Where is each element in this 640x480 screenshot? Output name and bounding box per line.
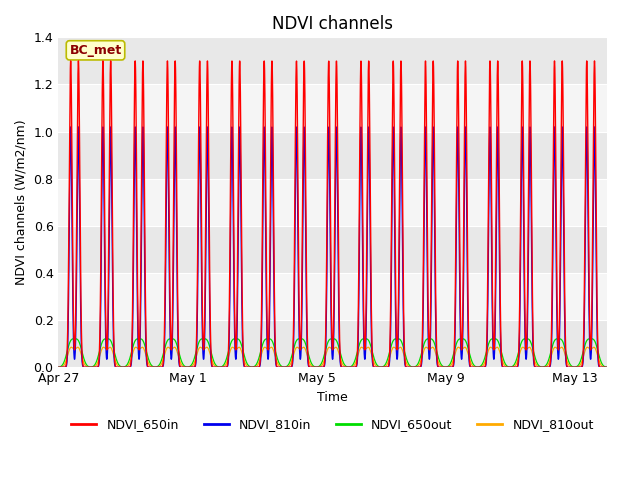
- NDVI_650out: [254, 358, 262, 364]
- NDVI_650out: [289, 348, 297, 354]
- NDVI_650in: [67, 58, 74, 64]
- NDVI_650out: [603, 364, 611, 370]
- Bar: [58, 226, 607, 273]
- Line: NDVI_810out: NDVI_810out: [58, 347, 607, 367]
- NDVI_810out: [289, 354, 297, 360]
- Text: BC_met: BC_met: [69, 44, 122, 57]
- NDVI_650in: [254, 364, 262, 370]
- NDVI_810in: [526, 132, 534, 137]
- NDVI_810out: [448, 360, 456, 366]
- NDVI_650out: [70, 336, 78, 342]
- Bar: [58, 37, 607, 84]
- NDVI_650in: [448, 364, 456, 370]
- NDVI_650in: [526, 66, 534, 72]
- Bar: [58, 320, 607, 367]
- NDVI_810out: [506, 364, 514, 370]
- NDVI_650out: [448, 357, 456, 362]
- NDVI_810out: [310, 364, 318, 370]
- Bar: [58, 84, 607, 132]
- Bar: [58, 132, 607, 179]
- NDVI_650out: [526, 337, 534, 343]
- NDVI_810out: [74, 344, 82, 350]
- NDVI_810in: [603, 364, 611, 370]
- Y-axis label: NDVI channels (W/m2/nm): NDVI channels (W/m2/nm): [15, 120, 28, 285]
- NDVI_810out: [54, 364, 62, 370]
- NDVI_650out: [506, 364, 514, 370]
- NDVI_810in: [289, 356, 297, 362]
- NDVI_810in: [254, 364, 262, 370]
- X-axis label: Time: Time: [317, 391, 348, 404]
- Line: NDVI_810in: NDVI_810in: [58, 127, 607, 367]
- NDVI_810out: [526, 345, 534, 350]
- NDVI_650in: [54, 364, 62, 370]
- NDVI_810out: [254, 361, 262, 367]
- NDVI_650in: [506, 364, 514, 370]
- NDVI_810in: [67, 124, 74, 130]
- Bar: [58, 179, 607, 226]
- Legend: NDVI_650in, NDVI_810in, NDVI_650out, NDVI_810out: NDVI_650in, NDVI_810in, NDVI_650out, NDV…: [67, 413, 599, 436]
- NDVI_810in: [448, 364, 456, 370]
- NDVI_650in: [289, 348, 297, 354]
- NDVI_650in: [310, 364, 318, 370]
- Line: NDVI_650in: NDVI_650in: [58, 61, 607, 367]
- NDVI_650out: [310, 363, 318, 369]
- Title: NDVI channels: NDVI channels: [272, 15, 393, 33]
- NDVI_810in: [506, 364, 514, 370]
- Bar: [58, 273, 607, 320]
- NDVI_810out: [603, 364, 611, 370]
- Line: NDVI_650out: NDVI_650out: [58, 339, 607, 367]
- NDVI_810in: [310, 364, 318, 370]
- NDVI_650in: [603, 364, 611, 370]
- NDVI_650out: [54, 364, 62, 370]
- NDVI_810in: [54, 364, 62, 370]
